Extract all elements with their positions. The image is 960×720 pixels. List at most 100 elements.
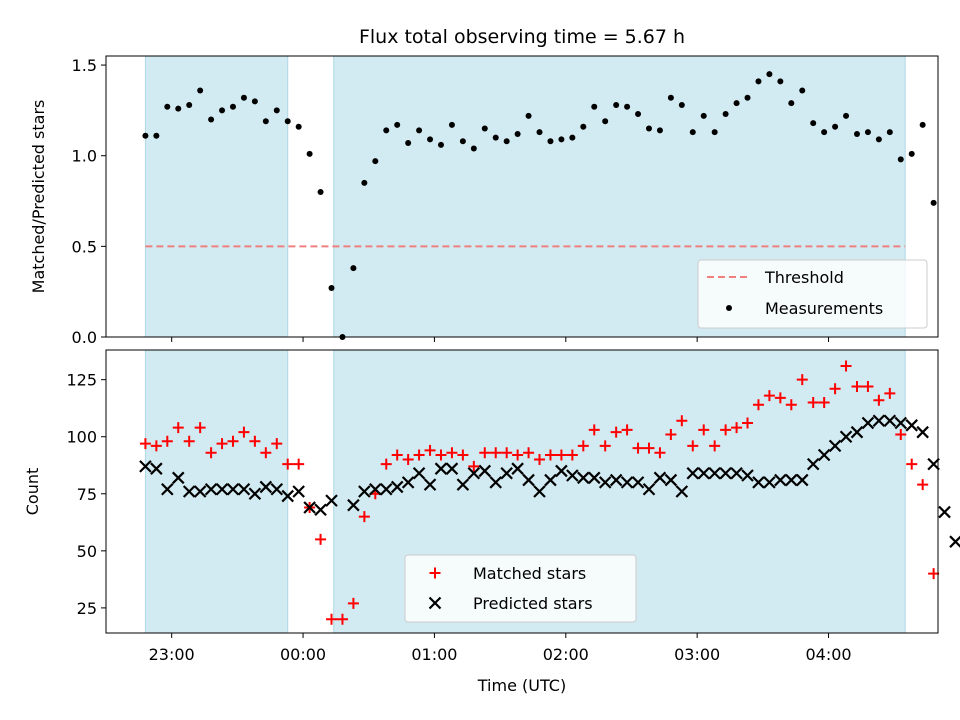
predicted-star-point (872, 414, 886, 428)
measurement-point (142, 132, 149, 139)
x-tick-label: 23:00 (149, 645, 195, 664)
measurement-point (886, 129, 893, 136)
measurement-point (229, 103, 236, 110)
matched-star-point (687, 440, 699, 452)
predicted-star-point (719, 466, 732, 480)
matched-star-point (873, 394, 885, 406)
x-tick-label: 02:00 (543, 645, 589, 664)
matched-star-point (358, 511, 370, 523)
measurement-point (821, 129, 828, 136)
measurement-point (799, 87, 806, 94)
predicted-star-point (916, 425, 929, 439)
measurement-point (919, 121, 926, 128)
matched-star-point (742, 417, 754, 429)
predicted-star-point (631, 476, 645, 489)
predicted-star-point (369, 482, 382, 496)
predicted-star-point (358, 485, 371, 498)
predicted-star-point (642, 482, 656, 496)
measurement-point (503, 138, 510, 145)
measurement-point (569, 134, 576, 141)
matched-star-point (577, 440, 589, 452)
measurement-point (777, 78, 784, 85)
matched-star-point (380, 458, 392, 470)
count-y-axis-label: Count (23, 468, 42, 516)
predicted-star-point (828, 439, 842, 453)
matched-star-point (435, 449, 447, 461)
measurement-point (470, 145, 477, 152)
measurement-point (810, 120, 817, 127)
x-tick-label: 04:00 (805, 645, 851, 664)
measurement-point (383, 127, 390, 134)
predicted-star-point (653, 471, 667, 485)
matched-star-point (534, 454, 546, 466)
matched-star-point (555, 449, 567, 461)
measurement-point (427, 136, 434, 143)
matched-star-point (293, 458, 305, 470)
matched-star-point (336, 613, 348, 625)
matched-star-point (588, 424, 600, 436)
predicted-star-point (171, 471, 185, 485)
matched-star-point (654, 447, 666, 459)
matched-star-point (446, 447, 458, 459)
matched-star-point (150, 440, 162, 452)
measurement-point (284, 118, 291, 125)
measurement-point (908, 150, 915, 157)
measurement-point (295, 123, 302, 130)
predicted-star-point (522, 473, 535, 487)
chart-title: Flux total observing time = 5.67 h (359, 26, 685, 48)
legend-threshold-label: Threshold (764, 268, 844, 287)
measurement-point (251, 98, 258, 105)
predicted-star-point (774, 473, 787, 487)
predicted-star-point (434, 462, 448, 475)
predicted-star-point (609, 473, 623, 487)
measurement-point (624, 103, 631, 110)
matched-star-point (676, 415, 688, 427)
matched-star-point (315, 533, 327, 545)
predicted-star-point (281, 489, 295, 503)
matched-star-point (468, 460, 480, 472)
measurement-point (678, 101, 685, 108)
predicted-star-point (708, 466, 721, 480)
predicted-star-point (905, 419, 919, 432)
measurement-point (667, 94, 674, 101)
predicted-star-point (139, 460, 152, 473)
measurement-point (394, 121, 401, 128)
measurement-point (930, 199, 937, 206)
predicted-star-point (795, 473, 809, 487)
matched-star-point (709, 440, 721, 452)
legend-matched-swatch (429, 567, 441, 579)
predicted-star-point (161, 482, 174, 496)
matched-star-point (479, 447, 491, 459)
matched-star-point (763, 390, 775, 402)
measurement-point (558, 136, 565, 143)
measurement-point (853, 130, 860, 137)
measurement-point (416, 127, 423, 134)
count-legend: Matched stars Predicted stars (404, 554, 637, 623)
predicted-star-point (620, 476, 634, 489)
matched-star-point (906, 458, 918, 470)
measurement-point (656, 127, 663, 134)
measurement-point (459, 138, 466, 145)
measurement-point (613, 101, 620, 108)
predicted-star-point (598, 476, 612, 489)
measurement-point (328, 285, 335, 292)
matched-star-point (731, 422, 743, 434)
predicted-star-point (894, 416, 908, 430)
matched-star-point (282, 458, 294, 470)
matched-star-point (271, 438, 283, 450)
matched-star-point (523, 447, 535, 459)
x-axis-label: Time (UTC) (477, 676, 566, 695)
predicted-star-point (489, 476, 503, 489)
measurement-point (240, 94, 247, 101)
matched-star-point (851, 381, 863, 393)
predicted-star-point (675, 485, 689, 498)
predicted-star-point (270, 482, 284, 496)
predicted-star-point (412, 466, 426, 480)
legend-measurements-label: Measurements (765, 299, 883, 318)
predicted-star-point (237, 482, 251, 496)
predicted-star-point (752, 476, 765, 489)
matched-star-point (785, 399, 797, 411)
measurement-point (602, 118, 609, 125)
predicted-star-point (817, 448, 831, 462)
predicted-star-point (577, 471, 590, 485)
